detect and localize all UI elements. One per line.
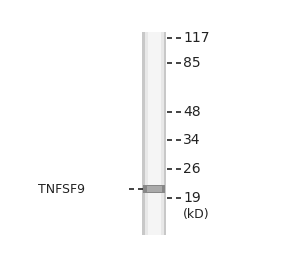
Bar <box>145 32 164 235</box>
Text: 117: 117 <box>183 31 210 45</box>
Text: TNFSF9: TNFSF9 <box>38 183 85 196</box>
Text: 26: 26 <box>183 162 201 176</box>
Text: 48: 48 <box>183 105 201 119</box>
Bar <box>143 185 166 193</box>
Bar <box>147 186 162 192</box>
Text: (kD): (kD) <box>183 208 210 221</box>
Bar <box>142 32 166 235</box>
Text: 34: 34 <box>183 133 201 147</box>
Bar <box>148 32 161 235</box>
Text: 85: 85 <box>183 56 201 70</box>
Text: 19: 19 <box>183 191 201 205</box>
